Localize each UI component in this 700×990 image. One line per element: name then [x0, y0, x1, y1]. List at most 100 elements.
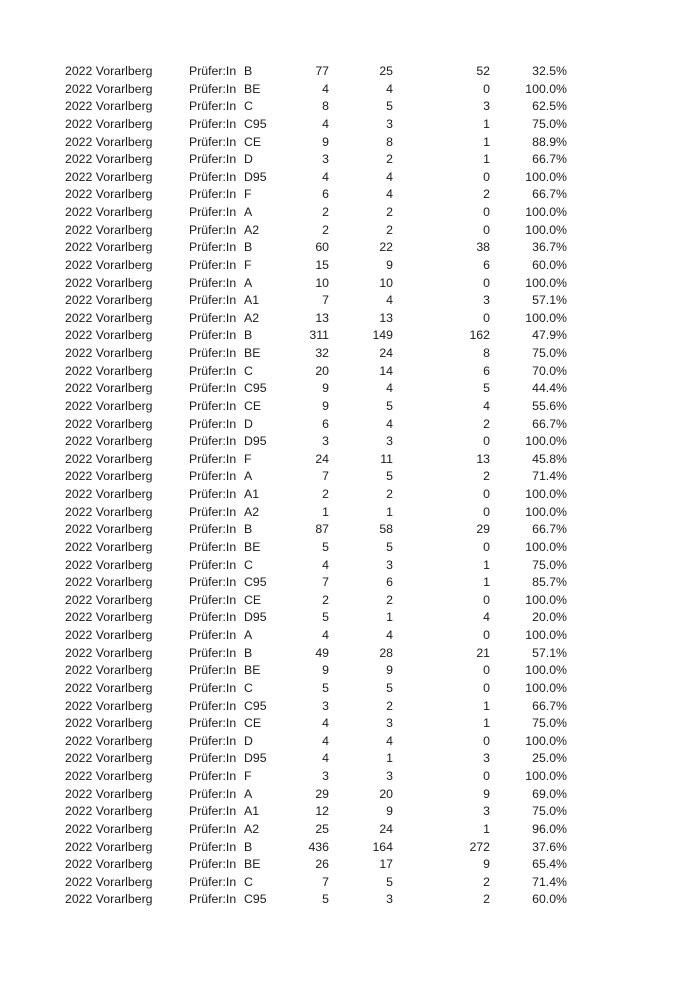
total-cell: 3 — [322, 698, 329, 713]
table-row: 2022 Vorarlberg Prüfer:In CE 2 2 0 100.0% — [0, 592, 700, 610]
total-cell: 5 — [322, 892, 329, 907]
license-class-cell: BE — [244, 346, 261, 360]
failed-cell: 0 — [483, 733, 490, 748]
passed-cell: 4 — [386, 628, 393, 642]
table-row: 2022 Vorarlberg Prüfer:In D95 4 1 3 25.0% — [0, 750, 700, 768]
failed-cell: 6 — [483, 363, 490, 378]
pass-rate-cell: 65.4% — [532, 857, 567, 872]
passed-cell: 5 — [386, 539, 393, 554]
passed-cell: 58 — [379, 522, 393, 537]
license-class-cell: C — [244, 557, 253, 572]
year-region-cell: 2022 Vorarlberg — [65, 346, 153, 360]
passed-cell: 3 — [386, 892, 393, 907]
table-row: 2022 Vorarlberg Prüfer:In CE 4 3 1 75.0% — [0, 715, 700, 733]
pass-rate-cell: 66.7% — [532, 522, 567, 537]
year-region-cell: 2022 Vorarlberg — [65, 628, 153, 642]
pass-rate-cell: 100.0% — [525, 539, 567, 554]
total-cell: 7 — [322, 575, 329, 590]
examiner-cell: Prüfer:In — [189, 769, 237, 783]
failed-cell: 13 — [476, 451, 490, 466]
table-row: 2022 Vorarlberg Prüfer:In A 4 4 0 100.0% — [0, 627, 700, 645]
year-region-cell: 2022 Vorarlberg — [65, 645, 153, 660]
year-region-cell: 2022 Vorarlberg — [65, 663, 153, 678]
total-cell: 3 — [322, 769, 329, 783]
pass-rate-cell: 100.0% — [525, 310, 567, 325]
failed-cell: 0 — [483, 487, 490, 501]
table-row: 2022 Vorarlberg Prüfer:In A1 2 2 0 100.0% — [0, 486, 700, 504]
pass-rate-cell: 96.0% — [532, 821, 567, 836]
year-region-cell: 2022 Vorarlberg — [65, 99, 153, 114]
total-cell: 3 — [322, 152, 329, 167]
table-row: 2022 Vorarlberg Prüfer:In B 77 25 52 32.5% — [0, 63, 700, 81]
passed-cell: 24 — [379, 346, 393, 360]
failed-cell: 4 — [483, 398, 490, 413]
year-region-cell: 2022 Vorarlberg — [65, 240, 153, 255]
pass-rate-cell: 44.4% — [532, 381, 567, 396]
failed-cell: 0 — [483, 769, 490, 783]
passed-cell: 9 — [386, 663, 393, 678]
license-class-cell: B — [244, 839, 253, 854]
year-region-cell: 2022 Vorarlberg — [65, 451, 153, 466]
total-cell: 5 — [322, 610, 329, 625]
pass-rate-cell: 100.0% — [525, 487, 567, 501]
year-region-cell: 2022 Vorarlberg — [65, 504, 153, 519]
year-region-cell: 2022 Vorarlberg — [65, 680, 153, 695]
table-row: 2022 Vorarlberg Prüfer:In C 4 3 1 75.0% — [0, 557, 700, 575]
total-cell: 6 — [322, 416, 329, 431]
failed-cell: 5 — [483, 381, 490, 396]
year-region-cell: 2022 Vorarlberg — [65, 592, 153, 607]
license-class-cell: CE — [244, 716, 262, 731]
year-region-cell: 2022 Vorarlberg — [65, 134, 153, 149]
failed-cell: 0 — [483, 81, 490, 96]
passed-cell: 3 — [386, 769, 393, 783]
passed-cell: 2 — [386, 698, 393, 713]
examiner-cell: Prüfer:In — [189, 645, 237, 660]
total-cell: 8 — [322, 99, 329, 114]
table-row: 2022 Vorarlberg Prüfer:In B 311 149 162 47.9% — [0, 327, 700, 345]
examiner-cell: Prüfer:In — [189, 821, 237, 836]
passed-cell: 5 — [386, 874, 393, 889]
license-class-cell: C — [244, 680, 253, 695]
license-class-cell: CE — [244, 398, 262, 413]
table-row: 2022 Vorarlberg Prüfer:In C95 4 3 1 75.0% — [0, 116, 700, 134]
table-row: 2022 Vorarlberg Prüfer:In D95 3 3 0 100.0% — [0, 433, 700, 451]
data-table: 2022 Vorarlberg Prüfer:In B 77 25 52 32.5% 2022… — [0, 63, 700, 909]
examiner-cell: Prüfer:In — [189, 663, 237, 678]
license-class-cell: B — [244, 240, 253, 255]
total-cell: 60 — [315, 240, 329, 255]
table-row: 2022 Vorarlberg Prüfer:In D 3 2 1 66.7% — [0, 151, 700, 169]
year-region-cell: 2022 Vorarlberg — [65, 874, 153, 889]
license-class-cell: F — [244, 451, 252, 466]
passed-cell: 3 — [386, 716, 393, 731]
table-row: 2022 Vorarlberg Prüfer:In D95 4 4 0 100.0% — [0, 169, 700, 187]
failed-cell: 2 — [483, 892, 490, 907]
failed-cell: 21 — [476, 645, 490, 660]
failed-cell: 272 — [469, 839, 490, 854]
table-row: 2022 Vorarlberg Prüfer:In C95 9 4 5 44.4% — [0, 380, 700, 398]
examiner-cell: Prüfer:In — [189, 786, 237, 801]
table-row: 2022 Vorarlberg Prüfer:In C 20 14 6 70.0% — [0, 363, 700, 381]
table-row: 2022 Vorarlberg Prüfer:In A 29 20 9 69.0% — [0, 786, 700, 804]
license-class-cell: A — [244, 205, 253, 219]
year-region-cell: 2022 Vorarlberg — [65, 610, 153, 625]
total-cell: 9 — [322, 134, 329, 149]
total-cell: 2 — [322, 222, 329, 237]
year-region-cell: 2022 Vorarlberg — [65, 275, 153, 290]
total-cell: 24 — [315, 451, 329, 466]
failed-cell: 0 — [483, 310, 490, 325]
failed-cell: 1 — [483, 557, 490, 572]
total-cell: 13 — [315, 310, 329, 325]
passed-cell: 22 — [379, 240, 393, 255]
table-row: 2022 Vorarlberg Prüfer:In D95 5 1 4 20.0% — [0, 609, 700, 627]
passed-cell: 25 — [379, 64, 393, 78]
year-region-cell: 2022 Vorarlberg — [65, 187, 153, 202]
pass-rate-cell: 25.0% — [532, 751, 567, 766]
examiner-cell: Prüfer:In — [189, 187, 237, 202]
total-cell: 77 — [315, 64, 329, 78]
year-region-cell: 2022 Vorarlberg — [65, 804, 153, 819]
table-row: 2022 Vorarlberg Prüfer:In C 8 5 3 62.5% — [0, 98, 700, 116]
license-class-cell: B — [244, 522, 253, 537]
examiner-cell: Prüfer:In — [189, 839, 237, 854]
pass-rate-cell: 100.0% — [525, 275, 567, 290]
table-row: 2022 Vorarlberg Prüfer:In A 2 2 0 100.0% — [0, 204, 700, 222]
